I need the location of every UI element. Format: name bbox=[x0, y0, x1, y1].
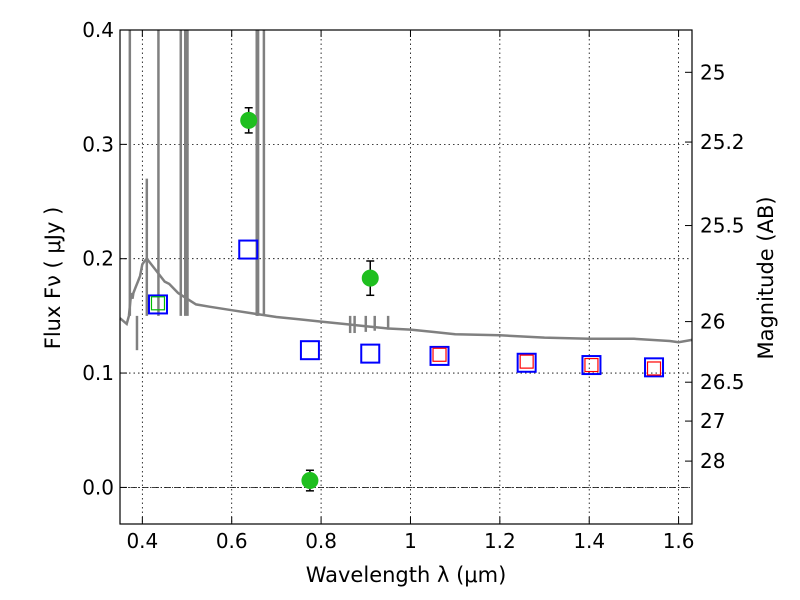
y-tick-label: 0.1 bbox=[82, 361, 114, 385]
x-tick-label: 0.6 bbox=[216, 529, 248, 553]
observed-photometry-point bbox=[646, 361, 662, 376]
observed-photometry-point bbox=[584, 357, 599, 373]
model-photometry-point bbox=[644, 357, 665, 378]
grid bbox=[120, 29, 692, 524]
x-tick-label: 1.4 bbox=[573, 529, 605, 553]
y2-tick-label: 25.2 bbox=[700, 130, 745, 154]
y2-tick-label: 25 bbox=[700, 60, 725, 84]
y-tick-label: 0.2 bbox=[82, 247, 114, 271]
x-tick-label: 0.8 bbox=[305, 529, 337, 553]
y2-axis-ticks: 25 25.2 25.5 26 26.5 27 28 bbox=[685, 60, 745, 473]
y2-tick-label: 25.5 bbox=[700, 214, 745, 238]
model-photometry-point bbox=[516, 352, 537, 373]
y-axis-ticks: 0.0 0.1 0.2 0.3 0.4 bbox=[82, 18, 127, 499]
x-tick-label: 0.4 bbox=[126, 529, 158, 553]
observed-photometry-point bbox=[519, 354, 534, 369]
model-spectrum bbox=[119, 30, 693, 351]
observed-photometry-point bbox=[432, 347, 447, 362]
measured-flux-point bbox=[301, 472, 319, 490]
y2-axis-label: Magnitude (AB) bbox=[754, 196, 778, 359]
y2-tick-label: 26 bbox=[700, 310, 725, 334]
x-tick-label: 1 bbox=[404, 529, 417, 553]
model-photometry-point bbox=[429, 345, 450, 366]
y2-tick-label: 28 bbox=[700, 449, 725, 473]
x-axis-ticks: 0.4 0.6 0.8 1 1.2 1.4 1.6 bbox=[126, 30, 695, 553]
observed-photometry-point bbox=[150, 296, 166, 311]
model-photometry-point bbox=[238, 239, 259, 260]
model-photometry-point bbox=[581, 355, 602, 376]
plot-frame bbox=[119, 29, 693, 525]
measured-flux-point bbox=[240, 111, 258, 129]
model-photometry-point bbox=[360, 343, 381, 364]
y-tick-label: 0.0 bbox=[82, 475, 114, 499]
x-axis-label: Wavelength λ (μm) bbox=[306, 563, 507, 587]
model-photometry-point bbox=[147, 294, 168, 315]
model-photometry-point bbox=[299, 340, 320, 361]
y2-tick-label: 27 bbox=[700, 409, 725, 433]
spectrum-line bbox=[119, 256, 693, 344]
x-tick-label: 1.6 bbox=[663, 529, 695, 553]
y-tick-label: 0.4 bbox=[82, 18, 114, 42]
x-tick-label: 1.2 bbox=[484, 529, 516, 553]
y2-tick-label: 26.5 bbox=[700, 370, 745, 394]
data-markers bbox=[147, 107, 665, 492]
y-tick-label: 0.3 bbox=[82, 132, 114, 156]
y-axis-label: Flux Fν ( μJy ) bbox=[41, 207, 65, 350]
measured-flux-point bbox=[361, 269, 379, 287]
